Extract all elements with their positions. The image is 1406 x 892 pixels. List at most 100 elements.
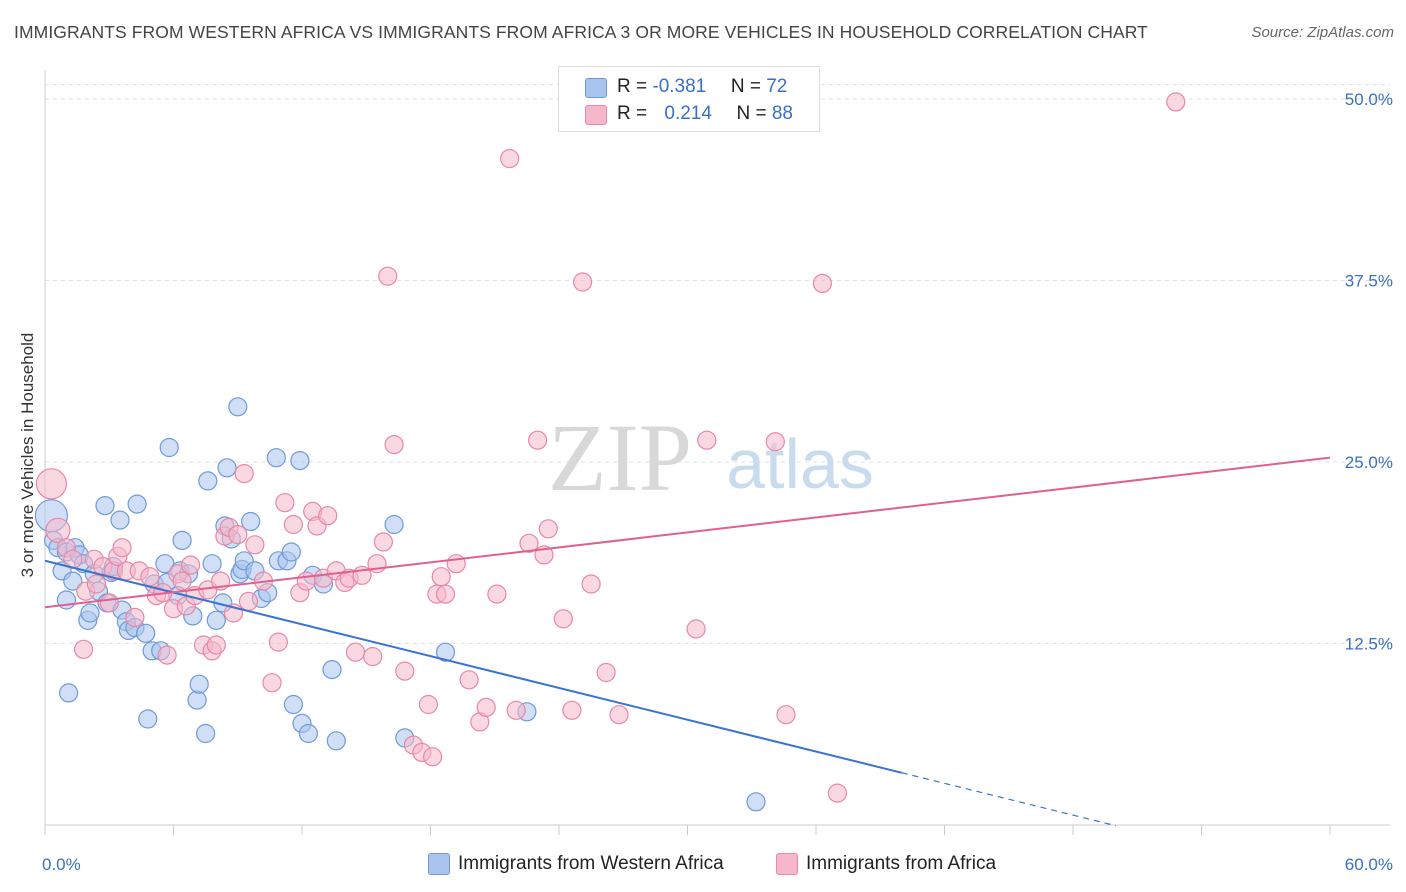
africa-point	[435, 584, 456, 604]
r-value: -0.381	[652, 76, 707, 97]
western-africa-point	[290, 451, 310, 471]
africa-point	[268, 632, 288, 652]
africa-point	[596, 662, 616, 683]
africa-point	[1166, 92, 1186, 112]
y-tick-label: 37.5%	[1345, 272, 1393, 291]
blue-swatch-icon	[428, 853, 450, 875]
africa-point	[538, 519, 558, 539]
africa-trend-line	[44, 456, 1331, 609]
r-label: R =	[617, 103, 653, 124]
axes	[44, 70, 1390, 835]
africa-point	[431, 567, 451, 587]
africa-point	[73, 639, 94, 659]
legend-label: Immigrants from Western Africa	[458, 853, 724, 874]
western-africa-point	[384, 514, 404, 535]
africa-point	[423, 747, 443, 767]
western-africa-point	[326, 731, 346, 751]
r-label: R =	[617, 76, 653, 97]
western-africa-trend-line	[44, 559, 902, 774]
africa-point	[112, 538, 132, 558]
western-africa-point	[198, 471, 218, 491]
n-value: 88	[771, 103, 793, 124]
africa-point	[140, 567, 160, 587]
africa-point	[172, 571, 192, 591]
africa-point	[35, 468, 68, 500]
africa-point	[45, 517, 71, 543]
africa-point	[245, 535, 265, 555]
r-value: 0.214	[664, 103, 712, 124]
y-tick-label: 50.0%	[1345, 90, 1393, 109]
western-africa-point	[283, 694, 303, 715]
western-africa-point	[136, 623, 156, 643]
africa-point	[506, 700, 526, 720]
africa-point	[500, 149, 520, 169]
watermark-atlas: atlas	[726, 425, 874, 503]
watermark-zip: ZIP	[548, 404, 692, 511]
africa-point	[395, 661, 415, 681]
africa-point	[776, 705, 796, 725]
western-africa-point	[110, 510, 130, 530]
y-tick-label: 25.0%	[1345, 453, 1393, 472]
western-africa-point	[196, 723, 216, 744]
chart-title: IMMIGRANTS FROM WESTERN AFRICA VS IMMIGR…	[14, 22, 1148, 42]
africa-point	[418, 694, 438, 715]
africa-point	[812, 273, 833, 293]
x-tick-label: 0.0%	[42, 855, 81, 874]
africa-point	[527, 430, 548, 450]
western-africa-point	[187, 690, 207, 710]
western-africa-point	[63, 571, 83, 591]
africa-point	[459, 670, 479, 690]
africa-point	[476, 697, 496, 718]
source-label: Source: ZipAtlas.com	[1251, 24, 1394, 41]
correlation-legend: R = -0.381 N = 72 R = 0.214 N = 88	[558, 66, 820, 132]
africa-point	[519, 533, 539, 553]
n-value: 72	[766, 76, 788, 97]
tick-labels: 12.5% 25.0% 37.5% 50.0% 0.0% 60.0%	[42, 90, 1393, 874]
western-africa-point	[217, 458, 237, 478]
western-africa-point	[127, 494, 147, 514]
western-africa-point	[138, 709, 158, 729]
watermark: ZIP atlas	[548, 404, 874, 511]
africa-point	[487, 584, 507, 604]
n-label: N =	[730, 76, 767, 97]
africa-point	[363, 646, 383, 667]
trend-lines	[44, 456, 1331, 827]
western-africa-trend-extension	[901, 772, 1116, 827]
africa-point	[206, 635, 226, 655]
africa-point	[234, 464, 254, 484]
western-africa-point	[281, 542, 301, 562]
africa-point	[378, 266, 398, 286]
africa-point	[384, 435, 404, 455]
africa-point	[125, 607, 145, 628]
africa-point	[86, 574, 107, 594]
western-africa-point	[58, 683, 79, 703]
blue-swatch-icon	[585, 78, 607, 98]
africa-point	[609, 705, 629, 725]
western-africa-point	[202, 554, 222, 574]
africa-point	[238, 591, 259, 612]
africa-point	[697, 430, 717, 450]
africa-point	[262, 673, 282, 693]
legend-label: Immigrants from Africa	[806, 853, 997, 874]
western-africa-point	[241, 511, 261, 532]
africa-point	[157, 645, 177, 665]
africa-point	[373, 532, 393, 552]
western-africa-point	[95, 496, 115, 516]
pink-swatch-icon	[776, 853, 798, 875]
africa-point	[296, 571, 316, 591]
africa-point	[765, 432, 785, 452]
pink-swatch-icon	[585, 105, 607, 125]
western-africa-point	[322, 659, 342, 680]
africa-point	[446, 554, 466, 574]
data-points	[34, 92, 1186, 812]
africa-point	[283, 514, 303, 535]
n-label: N =	[736, 103, 772, 124]
western-africa-point	[189, 674, 209, 694]
western-africa-point	[206, 610, 226, 630]
africa-point	[275, 493, 295, 513]
western-africa-point	[228, 397, 248, 417]
africa-point	[345, 642, 366, 662]
western-africa-point	[746, 792, 766, 812]
africa-point	[99, 593, 119, 613]
